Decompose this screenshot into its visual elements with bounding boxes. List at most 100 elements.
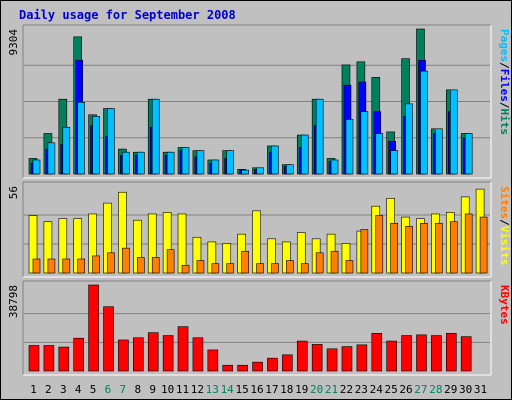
pages-bar	[286, 164, 294, 175]
pages-bar	[256, 167, 264, 175]
sites-bar	[181, 264, 190, 274]
kbytes-bar	[267, 357, 278, 372]
hits-ymax-label: 9304	[7, 29, 20, 56]
legend-kbytes: KBytes	[498, 285, 511, 325]
x-tick-label: 23	[355, 383, 368, 396]
pages-bar	[241, 169, 249, 175]
x-tick-label: 18	[280, 383, 293, 396]
sites-bar	[435, 222, 443, 274]
sites-bar	[211, 263, 220, 274]
kbytes-bar	[460, 336, 472, 372]
pages-bar	[211, 159, 220, 175]
kbytes-bar	[162, 335, 174, 372]
pages-bar	[435, 128, 443, 175]
pages-bar	[151, 98, 160, 175]
x-tick-label: 5	[90, 383, 97, 396]
sites-bar	[166, 249, 175, 274]
legend: KBytes	[498, 285, 511, 325]
x-tick-label: 24	[370, 383, 384, 396]
kbytes-bar	[133, 337, 144, 372]
x-tick-label: 22	[340, 383, 353, 396]
sites-bar	[300, 263, 309, 274]
sites-bar	[375, 215, 384, 274]
kbytes-bar	[237, 364, 248, 372]
sites-bar	[77, 258, 86, 274]
x-tick-label: 27	[414, 383, 427, 396]
sites-bar	[390, 222, 398, 274]
x-tick-label: 15	[235, 383, 248, 396]
x-tick-label: 13	[206, 383, 219, 396]
sites-bar	[271, 263, 279, 274]
pages-bar	[300, 134, 309, 175]
kbytes-bar	[445, 333, 457, 372]
x-tick-label: 25	[385, 383, 398, 396]
pages-bar	[360, 111, 369, 175]
pages-bar	[47, 142, 56, 175]
sites-bar	[405, 226, 413, 274]
kbytes-bar	[192, 337, 204, 372]
pages-bar	[464, 133, 473, 175]
legend: Pages/Files/Hits	[498, 29, 511, 135]
kbytes-bar	[207, 349, 219, 372]
kbytes-bar	[371, 333, 383, 372]
x-tick-label: 10	[161, 383, 174, 396]
pages-bar	[137, 151, 145, 175]
legend: Sites/Visits	[498, 186, 511, 266]
legend-separator: /	[498, 102, 511, 109]
legend-separator: /	[498, 219, 511, 226]
x-tick-label: 31	[474, 383, 487, 396]
legend-sites: Sites	[498, 186, 511, 219]
x-tick-label: 4	[75, 383, 82, 396]
pages-bar	[271, 145, 279, 175]
kbytes-bar	[431, 335, 442, 372]
x-tick-label: 14	[221, 383, 235, 396]
sites-bar	[122, 247, 130, 274]
kbytes-bar	[356, 344, 368, 372]
pages-bar	[166, 151, 175, 175]
kbytes-bar	[177, 326, 189, 372]
legend-visits: Visits	[498, 226, 511, 266]
sites-bar	[137, 257, 145, 274]
sites-bar	[107, 252, 115, 274]
pages-bar	[92, 116, 100, 175]
sites-bar	[479, 216, 488, 274]
kbytes-bar	[326, 348, 338, 372]
kbytes-bar	[147, 332, 159, 372]
kbytes-ymax-label: 38798	[7, 285, 20, 318]
kbytes-bar	[43, 345, 55, 372]
x-tick-label: 29	[444, 383, 457, 396]
sites-bar	[345, 260, 354, 274]
kbytes-bar	[28, 345, 40, 372]
pages-bar	[405, 103, 413, 175]
x-tick-label: 30	[459, 383, 472, 396]
kbytes-bar	[386, 340, 397, 372]
kbytes-bar	[416, 334, 427, 372]
legend-files: Files	[498, 69, 511, 102]
pages-bar	[315, 98, 324, 175]
pages-bar	[345, 119, 354, 175]
pages-bar	[196, 150, 205, 175]
x-tick-label: 28	[429, 383, 442, 396]
sites-bar	[47, 258, 56, 274]
x-tick-label: 19	[295, 383, 308, 396]
kbytes-bar	[296, 340, 308, 372]
pages-bar	[449, 89, 458, 175]
sites-bar	[241, 250, 249, 274]
x-tick-label: 20	[310, 383, 323, 396]
sites-bar	[420, 222, 428, 274]
sites-bar	[226, 263, 235, 274]
x-tick-label: 6	[105, 383, 112, 396]
kbytes-bar	[88, 284, 99, 372]
x-tick-label: 3	[60, 383, 67, 396]
x-tick-label: 16	[250, 383, 263, 396]
pages-bar	[330, 159, 339, 175]
kbytes-bar	[73, 337, 85, 372]
kbytes-bar	[401, 335, 412, 372]
pages-bar	[62, 126, 71, 175]
x-tick-label: 12	[191, 383, 204, 396]
sites-bar	[196, 260, 205, 274]
sites-bar	[464, 213, 473, 274]
pages-bar	[390, 150, 398, 175]
sites-bar	[32, 258, 41, 274]
sites-bar	[360, 229, 369, 274]
